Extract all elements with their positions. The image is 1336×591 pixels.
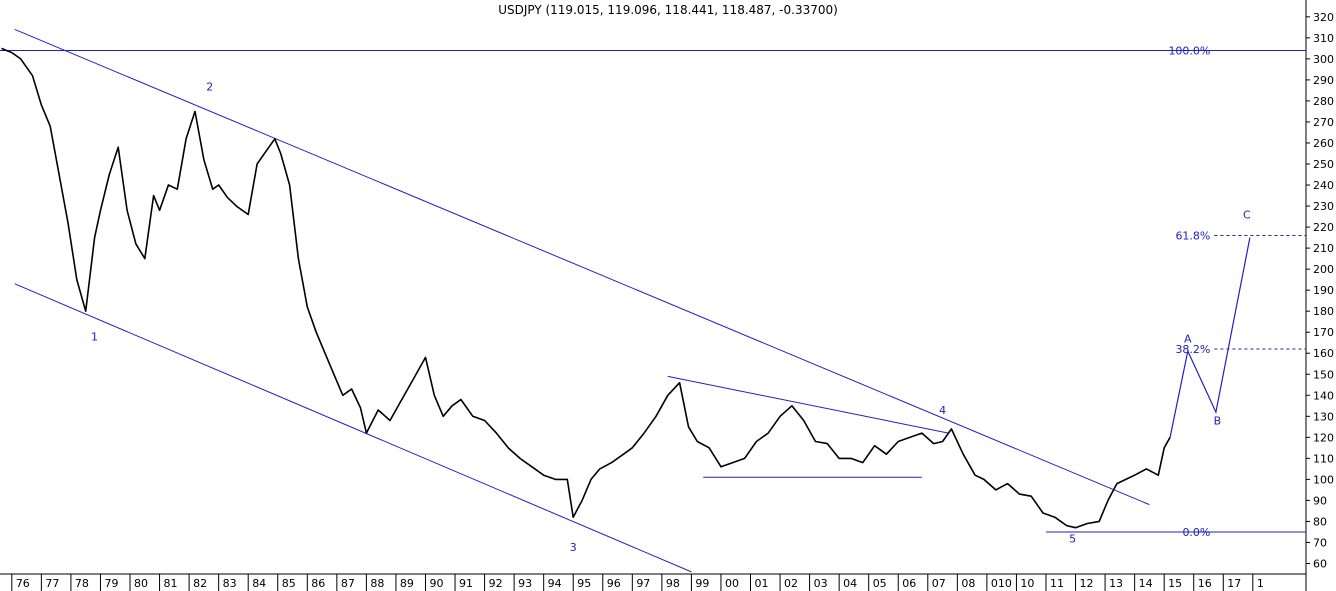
fib-level-label: 61.8%: [1175, 229, 1210, 242]
x-tick-label: 1: [1257, 577, 1264, 590]
wave-label: 5: [1069, 532, 1076, 545]
y-tick-label: 290: [1313, 74, 1334, 87]
x-tick-label: 15: [1168, 577, 1182, 590]
y-tick-label: 270: [1313, 116, 1334, 129]
x-tick-label: 93: [518, 577, 532, 590]
x-tick-label: 91: [459, 577, 473, 590]
y-tick-label: 110: [1313, 452, 1334, 465]
x-tick-label: 81: [164, 577, 178, 590]
x-tick-label: 87: [341, 577, 355, 590]
wave-label: B: [1214, 415, 1222, 428]
wave-label: 1: [91, 331, 98, 344]
y-tick-label: 320: [1313, 11, 1334, 24]
y-tick-label: 210: [1313, 242, 1334, 255]
x-tick-label: 92: [489, 577, 503, 590]
y-tick-label: 60: [1313, 557, 1327, 570]
x-tick-label: 14: [1139, 577, 1153, 590]
x-tick-label: 79: [104, 577, 118, 590]
x-tick-label: 01: [755, 577, 769, 590]
x-tick-label: 88: [370, 577, 384, 590]
x-tick-label: 05: [873, 577, 887, 590]
x-tick-label: 99: [695, 577, 709, 590]
x-tick-label: 82: [193, 577, 207, 590]
y-tick-label: 80: [1313, 515, 1327, 528]
y-tick-label: 100: [1313, 473, 1334, 486]
trend-line: [14, 28, 1150, 506]
x-tick-label: 04: [843, 577, 857, 590]
x-tick-label: 17: [1227, 577, 1241, 590]
x-tick-label: 08: [961, 577, 975, 590]
x-tick-label: 78: [75, 577, 89, 590]
x-tick-label: 90: [429, 577, 443, 590]
y-tick-label: 240: [1313, 179, 1334, 192]
x-tick-label: 89: [400, 577, 414, 590]
x-tick-label: 010: [991, 577, 1012, 590]
x-tick-label: 83: [223, 577, 237, 590]
fib-level-label: 0.0%: [1182, 526, 1210, 539]
x-tick-label: 94: [548, 577, 562, 590]
x-tick-label: 98: [666, 577, 680, 590]
wave-label: A: [1184, 333, 1192, 346]
x-tick-label: 16: [1198, 577, 1212, 590]
x-tick-label: 95: [577, 577, 591, 590]
x-tick-label: 13: [1109, 577, 1123, 590]
trend-line: [14, 283, 692, 573]
x-tick-label: 76: [16, 577, 30, 590]
wave-label: 4: [939, 404, 946, 417]
x-tick-label: 02: [784, 577, 798, 590]
x-tick-label: 12: [1080, 577, 1094, 590]
y-tick-label: 160: [1313, 347, 1334, 360]
x-tick-label: 10: [1020, 577, 1034, 590]
x-tick-label: 85: [282, 577, 296, 590]
y-tick-label: 310: [1313, 32, 1334, 45]
x-tick-label: 86: [311, 577, 325, 590]
price-series-line: [1, 47, 1171, 529]
y-tick-label: 280: [1313, 95, 1334, 108]
wave-label: 3: [570, 541, 577, 554]
x-tick-label: 84: [252, 577, 266, 590]
y-tick-label: 90: [1313, 494, 1327, 507]
y-tick-label: 140: [1313, 389, 1334, 402]
y-tick-label: 70: [1313, 536, 1327, 549]
x-tick-label: 11: [1050, 577, 1064, 590]
fib-level-label: 100.0%: [1168, 44, 1210, 57]
x-tick-label: 06: [902, 577, 916, 590]
x-tick-label: 77: [45, 577, 59, 590]
x-tick-label: 80: [134, 577, 148, 590]
y-tick-label: 300: [1313, 53, 1334, 66]
wave-label: C: [1243, 209, 1251, 222]
y-tick-label: 180: [1313, 305, 1334, 318]
x-tick-label: 07: [932, 577, 946, 590]
y-tick-label: 230: [1313, 200, 1334, 213]
x-tick-label: 96: [607, 577, 621, 590]
trend-line: [667, 375, 949, 434]
y-tick-label: 200: [1313, 263, 1334, 276]
x-tick-label: 03: [814, 577, 828, 590]
y-tick-label: 150: [1313, 368, 1334, 381]
y-tick-label: 220: [1313, 221, 1334, 234]
y-tick-label: 120: [1313, 431, 1334, 444]
y-tick-label: 250: [1313, 158, 1334, 171]
y-tick-label: 190: [1313, 284, 1334, 297]
y-tick-label: 260: [1313, 137, 1334, 150]
chart-title: USDJPY (119.015, 119.096, 118.441, 118.4…: [498, 3, 838, 17]
y-tick-label: 130: [1313, 410, 1334, 423]
projection-path: [1169, 237, 1251, 438]
x-tick-label: 97: [636, 577, 650, 590]
y-tick-label: 170: [1313, 326, 1334, 339]
wave-label: 2: [206, 80, 213, 93]
x-tick-label: 00: [725, 577, 739, 590]
fib-level-label: 38.2%: [1175, 343, 1210, 356]
